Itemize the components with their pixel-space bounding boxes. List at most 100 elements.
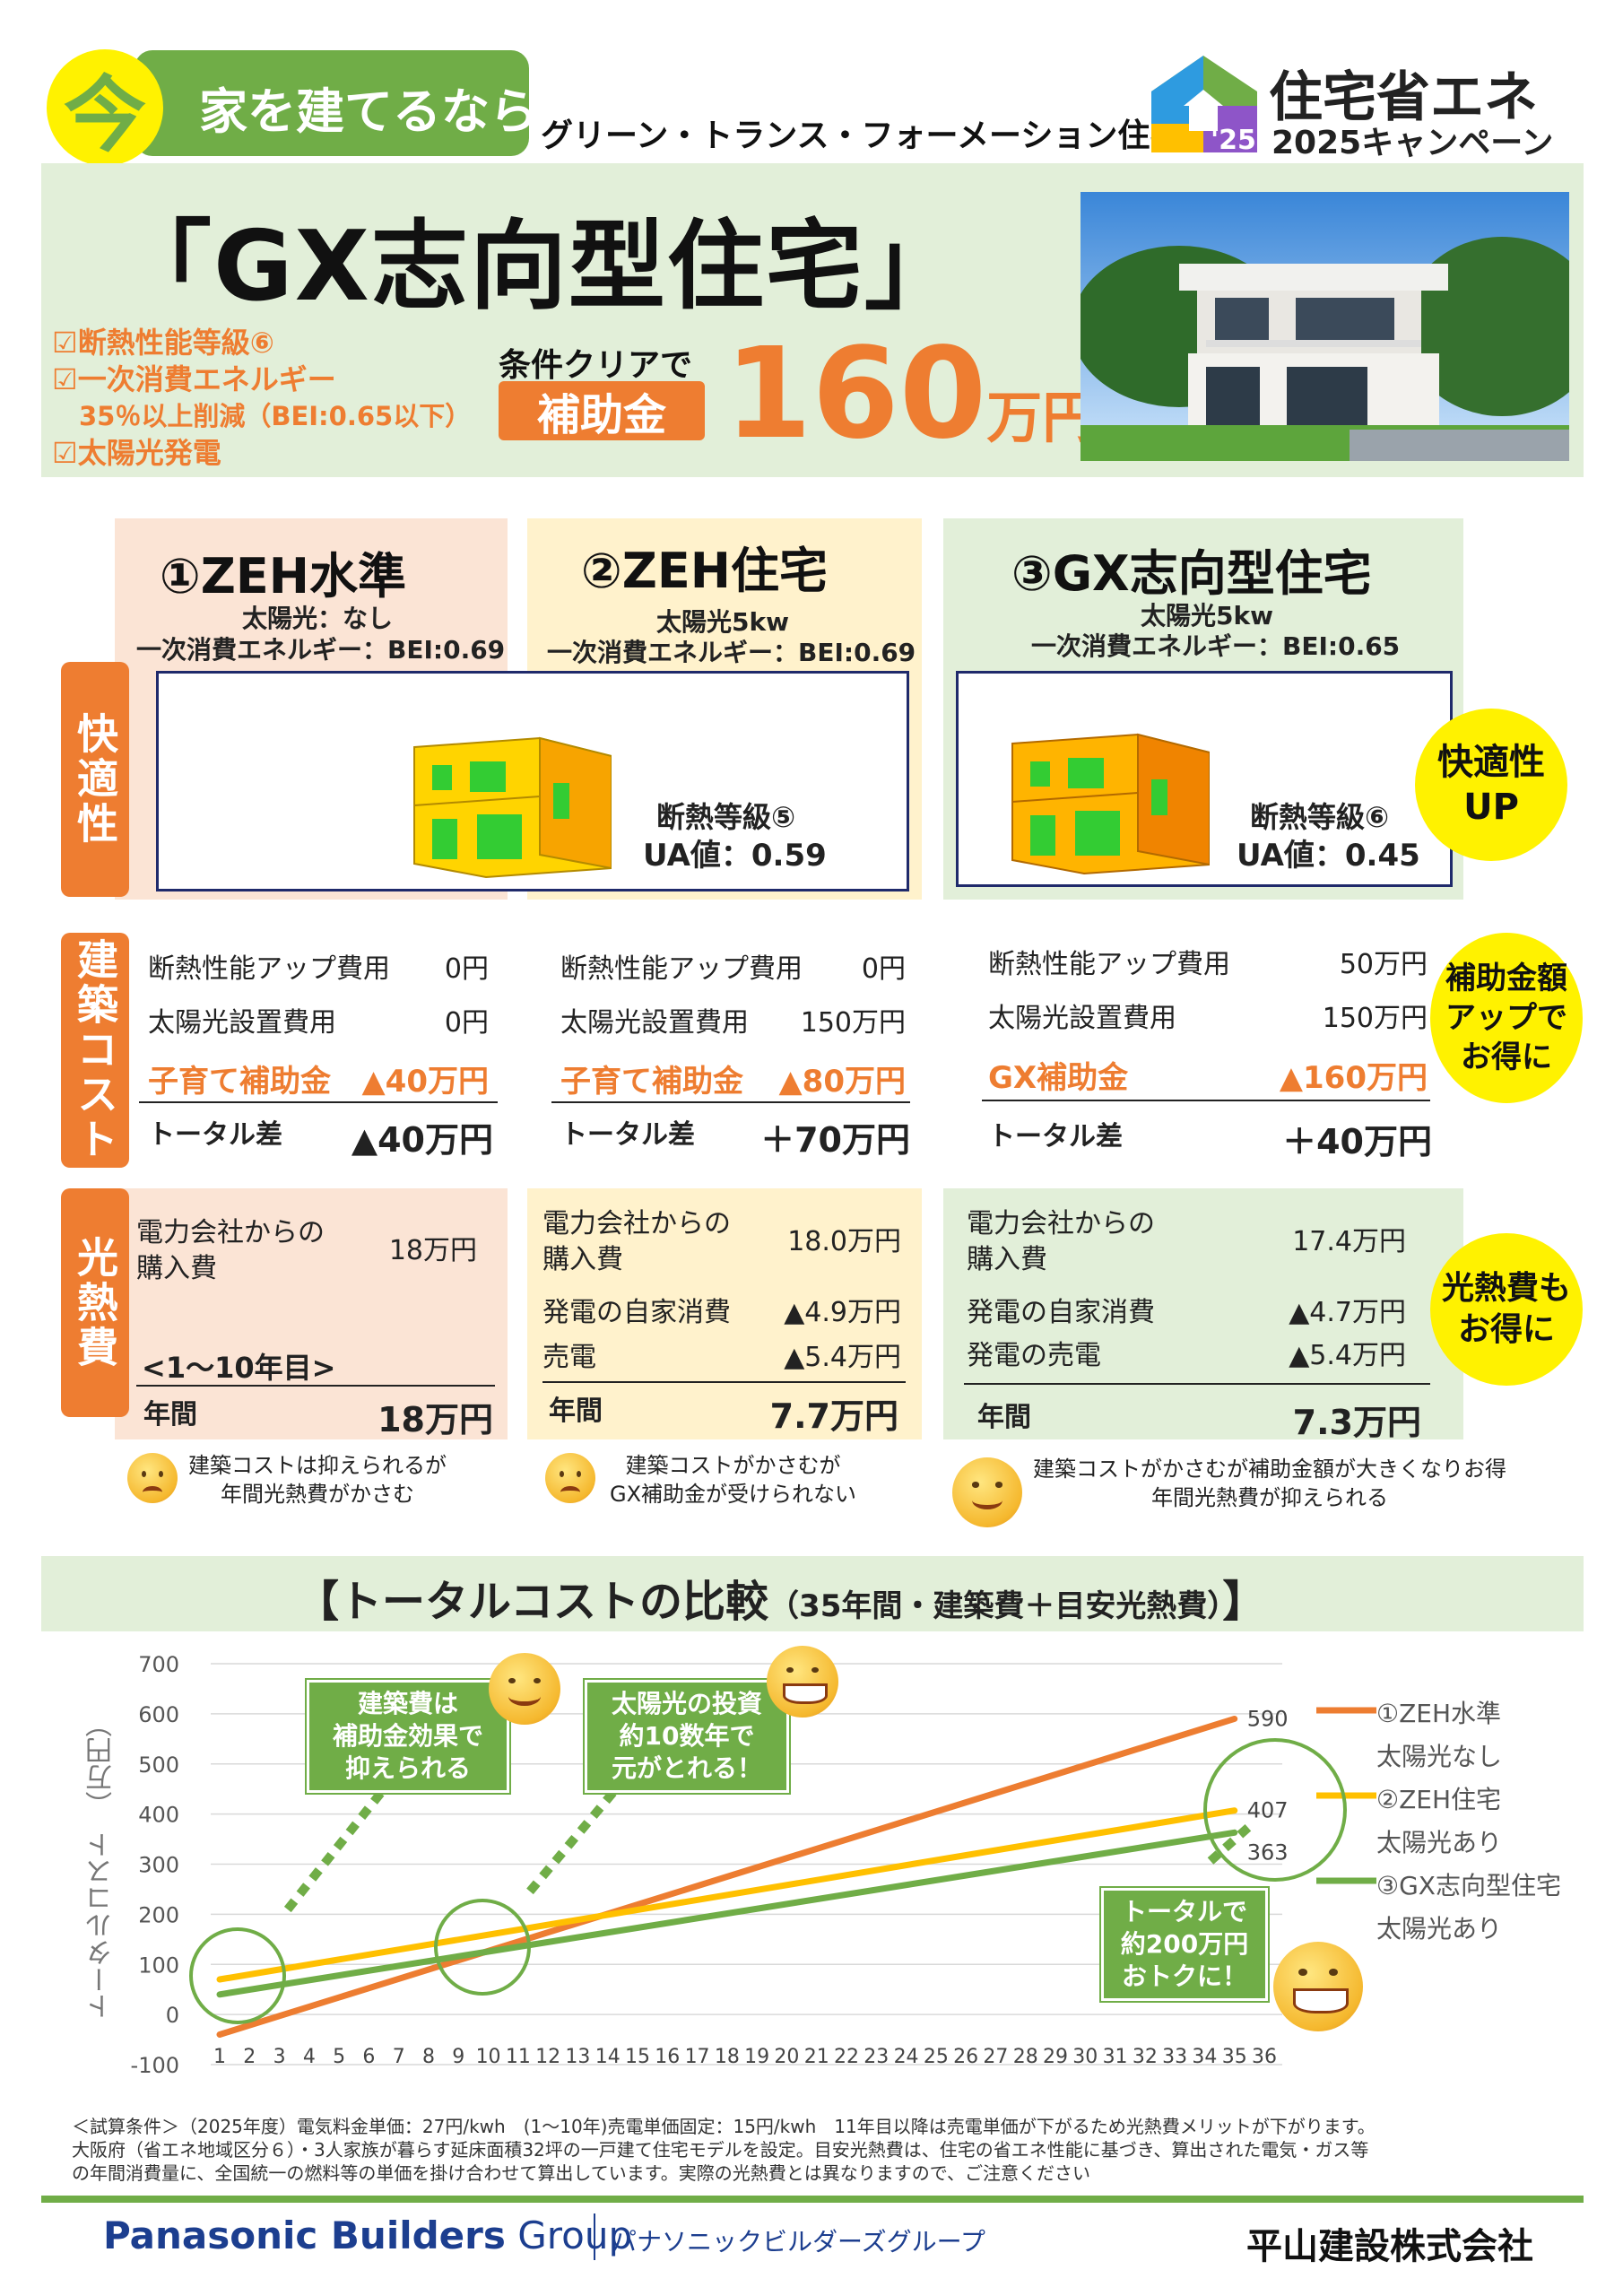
- cost-label: 太陽光設置費用: [560, 1007, 749, 1039]
- x-tick-label: 21: [804, 2046, 829, 2068]
- col3-energy-bg: [943, 1188, 1463, 1439]
- x-tick-label: 6: [362, 2046, 375, 2068]
- check-1: ☑断熱性能等級⑥: [52, 326, 274, 360]
- x-tick-label: 10: [476, 2046, 501, 2068]
- series-line: [216, 1829, 1238, 1998]
- y-tick-label: 400: [138, 1803, 179, 1828]
- series-line: [216, 1715, 1238, 2038]
- total-value: ▲40万円: [351, 1120, 493, 1160]
- campaign-logo-icon: '25: [1148, 52, 1260, 156]
- x-tick-label: 34: [1192, 2046, 1217, 2068]
- cost-label: 断熱性能アップ費用: [988, 949, 1230, 980]
- col3-comment: 建築コストがかさむが補助金額が大きくなりお得 年間光熱費が抑えられる: [1033, 1457, 1506, 1510]
- energy-value: ▲5.4万円: [784, 1342, 901, 1373]
- energy-value: ▲4.7万円: [1289, 1297, 1406, 1328]
- col2-ua: UA値：0.59: [643, 838, 827, 874]
- footnote-line: の年間消費量に、全国統一の燃料等の単価を掛け合わせて算出しています。実際の光熱費…: [72, 2162, 1090, 2184]
- subsidy-amount-unit: 万円: [986, 385, 1098, 450]
- x-tick-label: 1: [213, 2046, 226, 2068]
- total-label: トータル差: [148, 1119, 282, 1151]
- legend-item-sub: 太陽光あり: [1376, 1914, 1503, 1944]
- check-2: ☑一次消費エネルギー: [52, 362, 336, 396]
- energy-value: ▲4.9万円: [784, 1297, 901, 1328]
- chart-title-main: 【トータルコストの比較: [296, 1577, 769, 1627]
- col3-title: ③GX志向型住宅: [1011, 545, 1372, 602]
- tab-energy-cost: 光熱費: [61, 1188, 129, 1417]
- arrow-line: [1207, 1822, 1254, 1865]
- highlight-circle: [189, 1927, 286, 2024]
- y-tick-label: 600: [138, 1702, 179, 1727]
- y-tick-label: 0: [166, 2003, 179, 2028]
- cost-value: 50万円: [1339, 949, 1428, 980]
- chart-title-sub: （35年間・建築費＋目安光熱費）: [768, 1588, 1223, 1624]
- x-tick-label: 28: [1013, 2046, 1038, 2068]
- col2-cost-solar: 太陽光設置費用 150万円: [560, 1000, 906, 1039]
- col2-subsidy: 子育て補助金 ▲80万円: [560, 1057, 906, 1100]
- campaign-title: 住宅省エネ: [1269, 66, 1538, 129]
- col2-title: ②ZEH住宅: [581, 543, 828, 599]
- x-tick-label: 2: [243, 2046, 256, 2068]
- col1-cost-insulation: 断熱性能アップ費用 0円: [148, 946, 489, 986]
- x-tick-label: 24: [894, 2046, 919, 2068]
- col3-bei: 一次消費エネルギー：BEI:0.65: [1031, 631, 1401, 661]
- col2-energy-self: 発電の自家消費 ▲4.9万円: [542, 1290, 901, 1329]
- col1-annual: 年間 18万円: [143, 1392, 493, 1439]
- annual-value: 7.3万円: [1292, 1403, 1421, 1442]
- col2-total-divider: [551, 1101, 910, 1103]
- header-bar: [135, 50, 529, 156]
- footnote-line: 大阪府（省エネ地域区分６）・3人家族が暮らす延床面積32坪の一戸建て住宅モデルを…: [72, 2139, 1369, 2161]
- cost-value: 150万円: [800, 1007, 906, 1039]
- x-tick-label: 33: [1162, 2046, 1187, 2068]
- tab-comfort: 快適性: [61, 662, 129, 897]
- annual-label: 年間: [977, 1402, 1031, 1433]
- series-line: [216, 1807, 1238, 1983]
- house-diagram-box-2: 断熱等級⑥ UA値：0.45: [956, 671, 1453, 887]
- col2-insulation: 断熱等級⑤: [656, 800, 796, 834]
- cost-value: 0円: [444, 1007, 489, 1039]
- callout-subsidy: 建築費は 補助金効果で 抑えられる: [307, 1680, 509, 1793]
- footnotes: ＜試算条件＞（2025年度）電気料金単価：27円/kwh (1～10年)売電単価…: [72, 2115, 1376, 2185]
- annual-label: 年間: [549, 1396, 603, 1427]
- subsidy-value: ▲160万円: [1279, 1060, 1428, 1096]
- col3-subsidy: GX補助金 ▲160万円: [988, 1053, 1428, 1097]
- col2-total: トータル差 ＋70万円: [560, 1112, 910, 1160]
- brand-name: Panasonic Builders: [103, 2213, 506, 2257]
- energy-label: 電力会社からの 購入費: [967, 1208, 1155, 1275]
- x-tick-label: 31: [1103, 2046, 1128, 2068]
- header-subtitle: グリーン・トランス・フォーメーション住宅！: [541, 117, 1215, 154]
- y-tick-label: 300: [138, 1853, 179, 1878]
- annual-label: 年間: [143, 1399, 197, 1431]
- cost-value: 0円: [861, 953, 906, 985]
- x-tick-label: 25: [924, 2046, 949, 2068]
- x-tick-label: 20: [774, 2046, 799, 2068]
- subsidy-label-text: 補助金: [536, 390, 666, 440]
- col1-bei: 一次消費エネルギー：BEI:0.69: [136, 635, 506, 665]
- x-tick-label: 11: [506, 2046, 531, 2068]
- col2-cost-insulation: 断熱性能アップ費用 0円: [560, 946, 906, 986]
- x-tick-label: 26: [953, 2046, 978, 2068]
- footnote-line: ＜試算条件＞（2025年度）電気料金単価：27円/kwh (1～10年)売電単価…: [72, 2116, 1376, 2137]
- footer-separator: [594, 2213, 595, 2260]
- col2-annual: 年間 7.7万円: [549, 1388, 898, 1436]
- legend: ①ZEH水準 太陽光なし ②ZEH住宅 太陽光あり ③GX志向型住宅 太陽光あり: [1305, 1692, 1561, 1951]
- x-tick-label: 35: [1222, 2046, 1247, 2068]
- bubble-comfort-up: 快適性 UP: [1415, 709, 1567, 861]
- smile-face-icon: [952, 1457, 1022, 1527]
- x-tick-label: 4: [303, 2046, 316, 2068]
- chart-title: 【トータルコストの比較（35年間・建築費＋目安光熱費）】: [296, 1566, 1265, 1629]
- col1-total: トータル差 ▲40万円: [148, 1112, 493, 1160]
- svg-text:'25: '25: [1211, 125, 1256, 155]
- house-diagram-box-1: 断熱等級⑤ UA値：0.59: [156, 671, 909, 891]
- x-tick-label: 36: [1252, 2046, 1277, 2068]
- col1-subsidy: 子育て補助金 ▲40万円: [148, 1057, 489, 1100]
- footer-company: 平山建設株式会社: [1246, 2226, 1533, 2267]
- house-photo: [1081, 192, 1569, 461]
- energy-label: 発電の売電: [967, 1340, 1101, 1371]
- cost-value: 0円: [444, 953, 489, 985]
- col3-energy-purchase: 電力会社からの 購入費 17.4万円: [967, 1206, 1406, 1278]
- y-tick-label: 100: [138, 1952, 179, 1978]
- smile-face-icon: [489, 1653, 560, 1725]
- col2-comment: 建築コストがかさむが GX補助金が受けられない: [610, 1453, 857, 1507]
- legend-item: ②ZEH住宅: [1376, 1785, 1502, 1814]
- energy-label: 電力会社からの 購入費: [136, 1217, 325, 1284]
